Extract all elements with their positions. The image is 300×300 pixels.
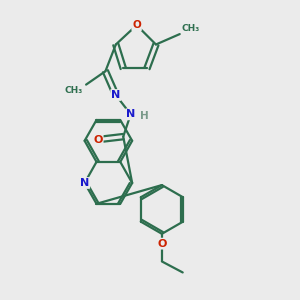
Text: CH₃: CH₃ [65, 86, 83, 95]
Text: N: N [111, 90, 120, 100]
Text: N: N [80, 178, 89, 188]
Text: O: O [157, 238, 167, 249]
Text: O: O [132, 20, 141, 30]
Text: H: H [140, 111, 149, 121]
Text: O: O [93, 135, 103, 145]
Text: CH₃: CH₃ [181, 24, 200, 33]
Text: N: N [126, 109, 135, 119]
